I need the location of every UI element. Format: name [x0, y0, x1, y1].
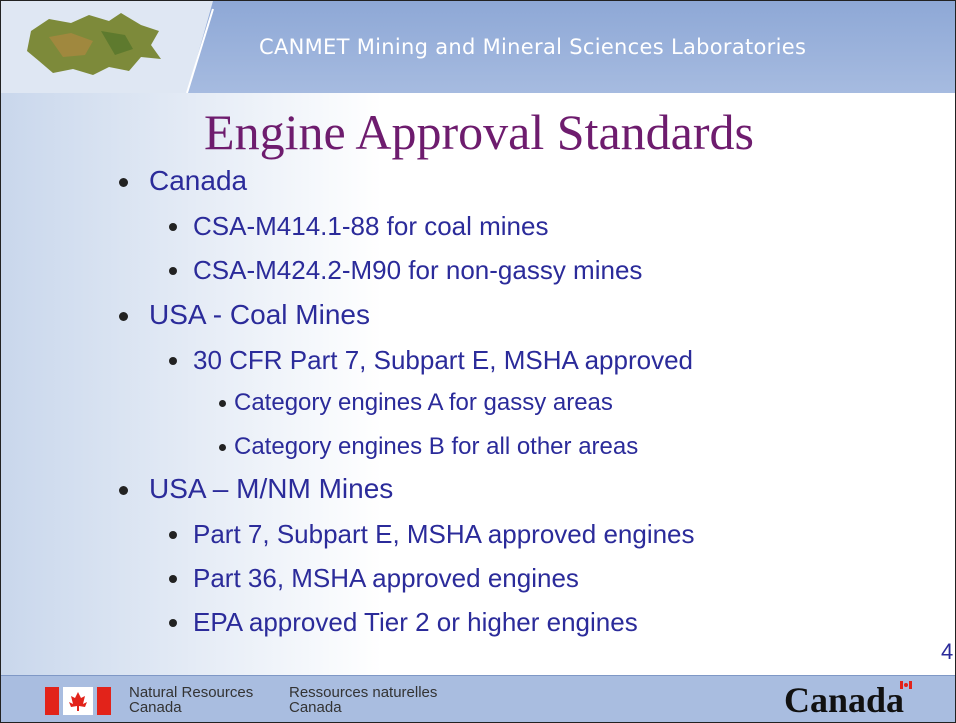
- wordmark-flag: [900, 681, 912, 689]
- bullet: USA – M/NM Mines: [118, 473, 394, 504]
- slide-title: Engine Approval Standards: [204, 104, 754, 160]
- bullet: Part 7, Subpart E, MSHA approved engines: [169, 519, 695, 549]
- maple-leaf: [69, 692, 87, 711]
- map-canada: [27, 13, 161, 75]
- footer-bar: [1, 675, 955, 722]
- map-detail: [49, 33, 93, 57]
- header-title: CANMET Mining and Mineral Sciences Labor…: [259, 35, 807, 59]
- flag-band: [900, 681, 903, 689]
- bullet: Category engines A for gassy areas: [219, 389, 613, 416]
- canada-wordmark: Canada: [784, 680, 905, 720]
- bullet: Part 36, MSHA approved engines: [169, 563, 579, 593]
- footer-en: Natural Resources: [129, 684, 254, 701]
- bullet: CSA-M414.1-88 for coal mines: [168, 211, 549, 241]
- maple-leaf: [904, 683, 908, 687]
- footer-fr: Canada: [289, 699, 342, 716]
- flag-band: [45, 687, 59, 715]
- footer-en: Canada: [129, 699, 182, 716]
- canada-flag: [45, 687, 111, 715]
- header-slash: [186, 8, 214, 93]
- map-detail: [101, 31, 133, 55]
- bullet: Category engines B for all other areas: [218, 433, 639, 460]
- bullet: USA - Coal Mines: [119, 299, 370, 330]
- bullet: Canada: [118, 165, 248, 196]
- bullet: 30 CFR Part 7, Subpart E, MSHA approved: [168, 345, 694, 375]
- header-art: [1, 1, 214, 93]
- flag-band: [909, 681, 912, 689]
- bullet: EPA approved Tier 2 or higher engines: [169, 607, 638, 637]
- bullet: CSA-M424.2-M90 for non-gassy mines: [168, 255, 643, 285]
- flag-band: [97, 687, 111, 715]
- footer-fr: Ressources naturelles: [289, 684, 438, 701]
- page-number: 4: [941, 639, 954, 664]
